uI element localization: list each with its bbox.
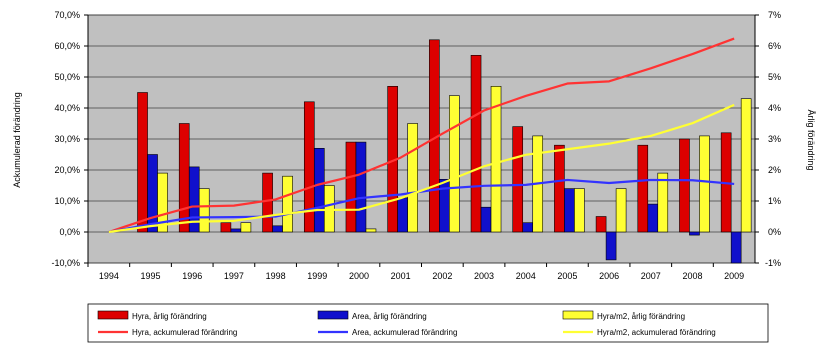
right-tick-label: 3%	[768, 134, 781, 144]
x-tick-label: 2004	[516, 271, 536, 281]
right-axis-label: Årlig förändring	[806, 109, 816, 170]
bar-series-1-1995	[147, 154, 158, 233]
bar-series-0-1995	[137, 92, 148, 233]
bar-series-0-1998	[262, 172, 273, 233]
left-tick-label: 50,0%	[54, 72, 80, 82]
legend-label-2: Hyra/m2, årlig förändring	[597, 312, 685, 321]
left-tick-label: -10,0%	[51, 258, 80, 268]
bar-series-1-1997	[230, 228, 242, 233]
bar-series-0-1999	[303, 101, 315, 233]
bar-series-1-2003	[480, 206, 492, 233]
bar-series-0-2006	[595, 216, 607, 233]
legend-box	[87, 303, 769, 343]
legend-label-4: Area, ackumulerad förändring	[352, 328, 457, 337]
bar-series-1-2008	[689, 231, 700, 236]
right-tick-label: -1%	[765, 258, 781, 268]
x-tick-label: 2006	[599, 271, 619, 281]
legend-swatch-2	[562, 310, 594, 320]
bar-series-2-1998	[282, 175, 293, 233]
x-tick-label: 1996	[182, 271, 202, 281]
left-tick-label: 60,0%	[54, 41, 80, 51]
legend-swatch-1	[317, 310, 349, 320]
bar-series-2-2001	[407, 123, 418, 233]
bar-series-2-2000	[365, 228, 377, 233]
bar-series-2-2005	[574, 188, 585, 233]
bar-series-0-2008	[679, 138, 690, 233]
left-tick-label: 40,0%	[54, 103, 80, 113]
bar-series-1-2005	[564, 188, 575, 233]
bar-series-0-1996	[178, 123, 190, 233]
right-tick-label: 7%	[768, 10, 781, 20]
x-tick-label: 2002	[432, 271, 452, 281]
bar-series-1-2001	[397, 197, 408, 233]
bar-series-1-2009	[730, 231, 742, 264]
bar-series-0-2005	[554, 144, 565, 233]
left-tick-label: 10,0%	[54, 196, 80, 206]
right-tick-label: 5%	[768, 72, 781, 82]
bar-series-1-1998	[272, 225, 283, 233]
bar-series-1-2006	[605, 231, 617, 261]
legend-label-5: Hyra/m2, ackumulerad förändring	[597, 328, 716, 337]
x-tick-label: 2009	[724, 271, 744, 281]
bar-series-1-2000	[355, 141, 367, 233]
x-tick-label: 2008	[682, 271, 702, 281]
x-tick-label: 2003	[474, 271, 494, 281]
left-axis-label: Ackumulerad förändring	[12, 92, 22, 188]
legend-swatch-0	[97, 310, 129, 320]
bar-series-2-2008	[699, 135, 710, 233]
x-tick-label: 1998	[266, 271, 286, 281]
left-tick-label: 70,0%	[54, 10, 80, 20]
right-tick-label: 0%	[768, 227, 781, 237]
left-tick-label: 20,0%	[54, 165, 80, 175]
bar-series-2-1995	[157, 172, 168, 233]
bar-series-2-1996	[198, 188, 210, 233]
bar-series-1-2007	[647, 203, 659, 233]
bar-series-0-2003	[470, 54, 482, 233]
bar-series-2-2003	[490, 86, 502, 233]
left-tick-label: 0,0%	[59, 227, 80, 237]
x-tick-label: 2007	[641, 271, 661, 281]
right-tick-label: 6%	[768, 41, 781, 51]
bar-series-0-2007	[637, 144, 649, 233]
x-tick-label: 1997	[224, 271, 244, 281]
x-tick-label: 1999	[307, 271, 327, 281]
bar-series-2-2009	[740, 98, 752, 233]
left-tick-label: 30,0%	[54, 134, 80, 144]
line-series-3	[108, 37, 735, 234]
legend: Hyra, årlig förändring Area, årlig föränd…	[87, 303, 769, 343]
line-series-5	[108, 103, 735, 234]
legend-label-1: Area, årlig förändring	[352, 312, 427, 321]
bar-series-2-2002	[449, 95, 460, 233]
bar-series-0-2000	[345, 141, 357, 233]
x-tick-label: 2000	[349, 271, 369, 281]
legend-label-0: Hyra, årlig förändring	[132, 312, 207, 321]
bar-series-2-1997	[240, 222, 252, 233]
legend-label-3: Hyra, ackumulerad förändring	[132, 328, 237, 337]
bar-series-1-2004	[522, 222, 534, 233]
x-tick-label: 2005	[557, 271, 577, 281]
bar-series-2-2007	[657, 172, 669, 233]
right-tick-label: 1%	[768, 196, 781, 206]
bar-series-0-1997	[220, 222, 232, 233]
bar-series-0-2004	[512, 126, 524, 233]
x-tick-label: 1994	[99, 271, 119, 281]
x-tick-label: 1995	[141, 271, 161, 281]
bar-series-1-1999	[313, 148, 325, 233]
right-tick-label: 2%	[768, 165, 781, 175]
right-tick-label: 4%	[768, 103, 781, 113]
bar-series-2-1999	[323, 185, 335, 233]
x-tick-label: 2001	[391, 271, 411, 281]
bar-series-2-2006	[615, 188, 627, 233]
